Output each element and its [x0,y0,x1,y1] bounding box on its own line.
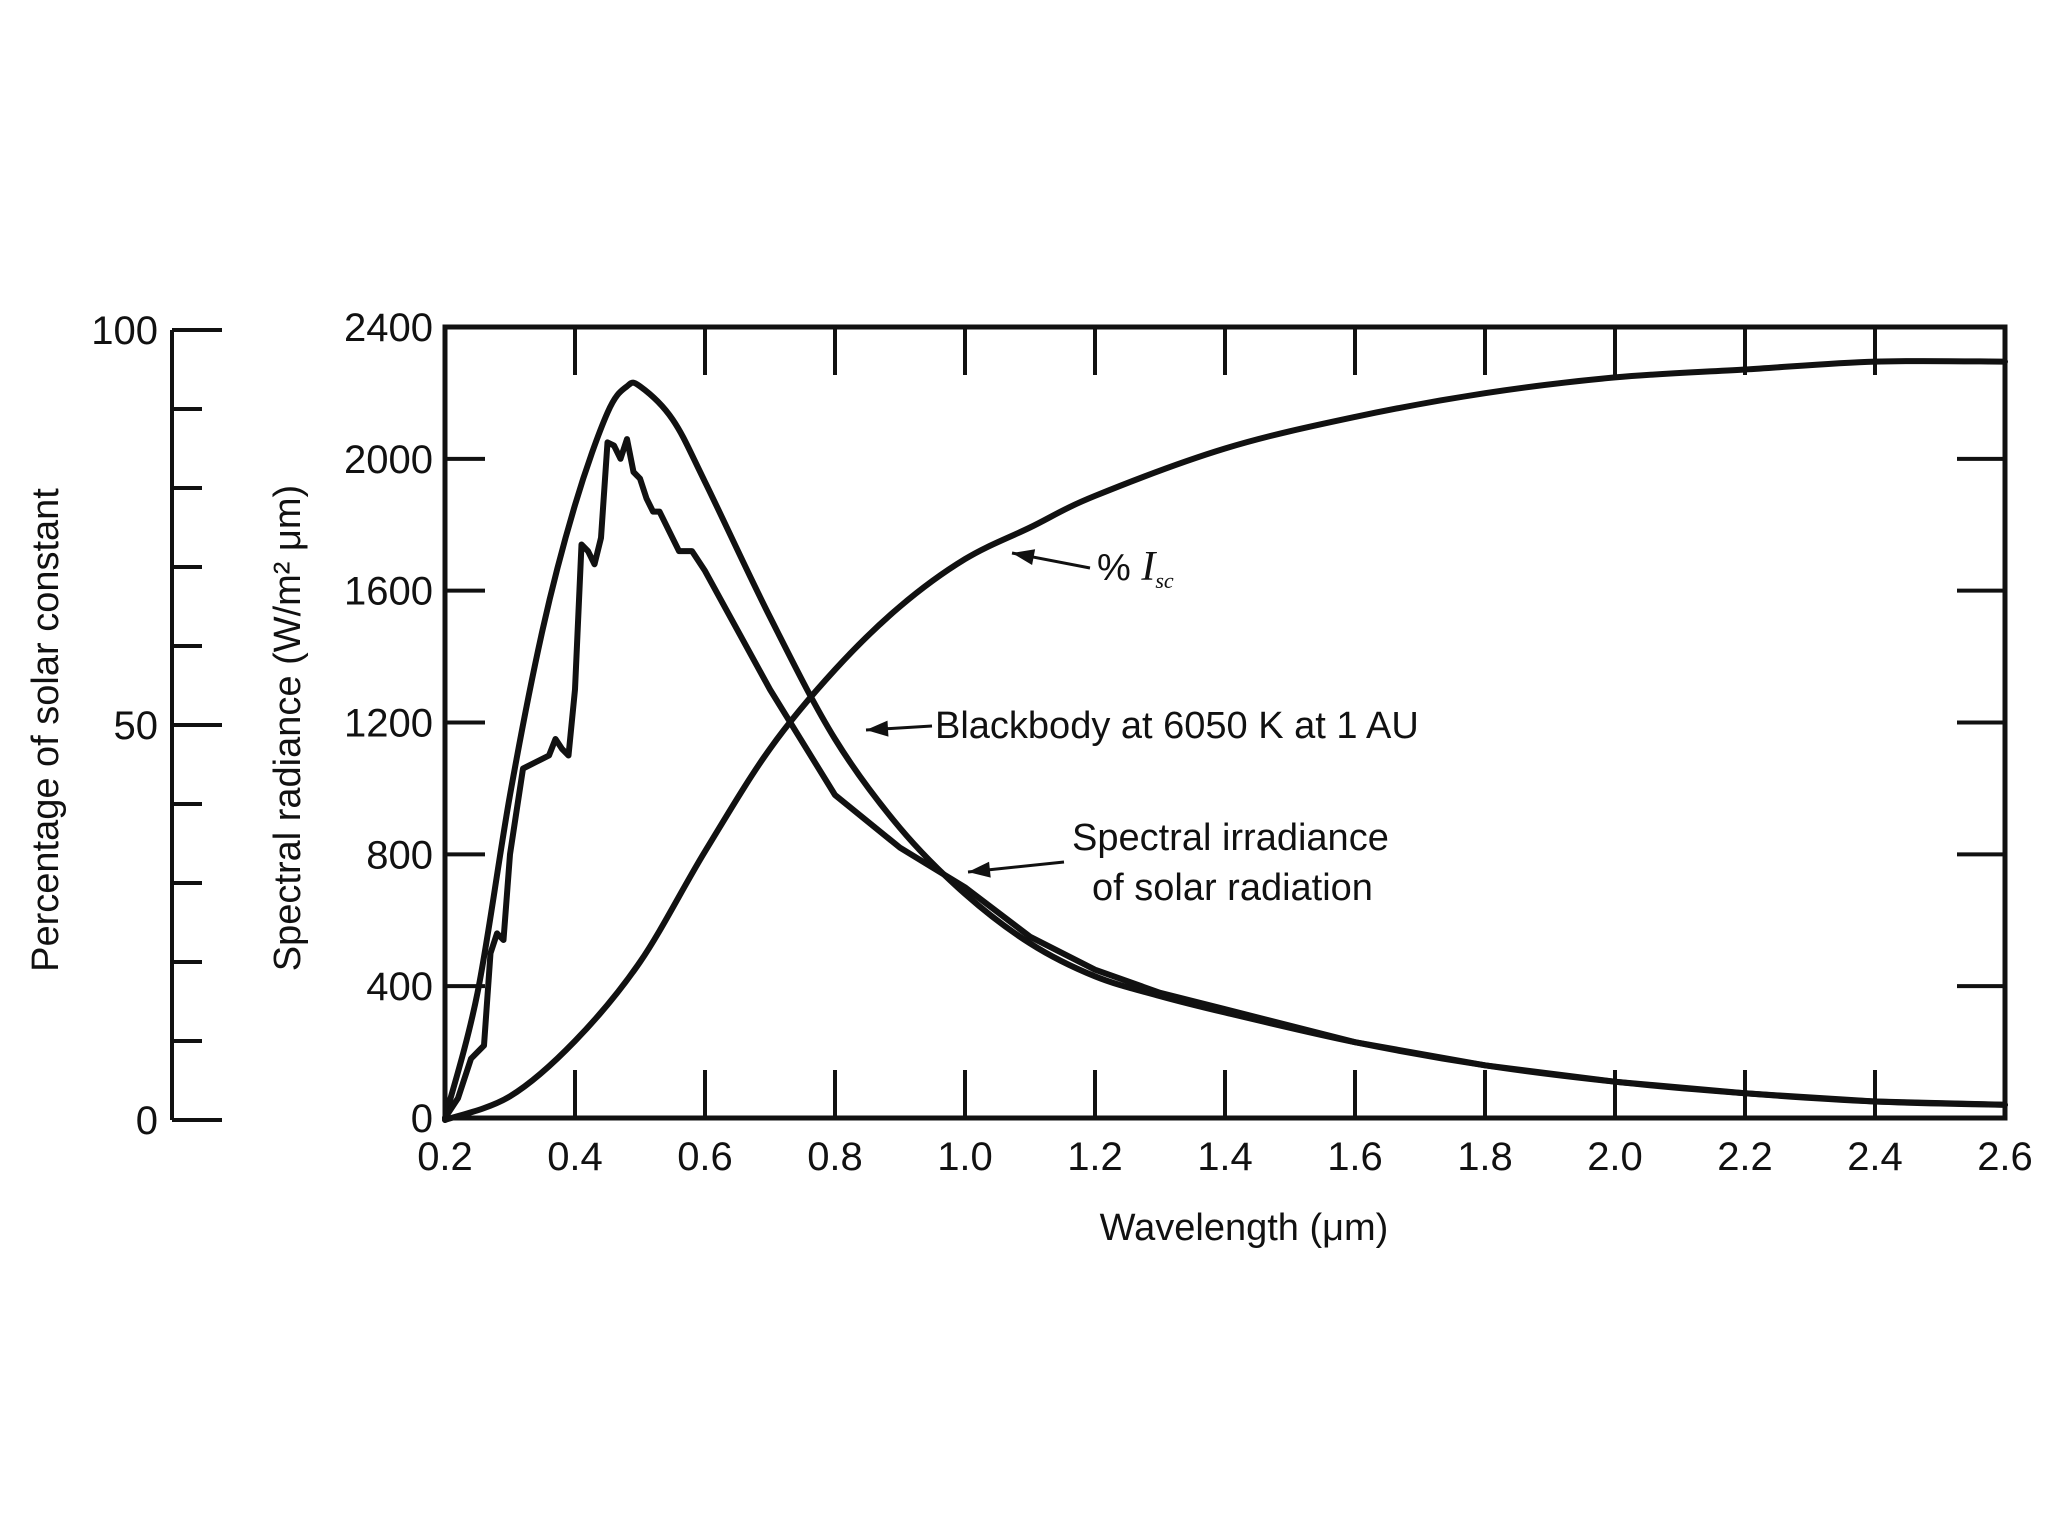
arrow-solar-irradiance-head [968,861,991,878]
x-axis-title: Wavelength (μm) [1100,1207,1389,1249]
x-tick-label: 0.2 [417,1135,473,1179]
annotation-blackbody: Blackbody at 6050 K at 1 AU [935,705,1419,747]
secondary-tick-label: 100 [91,309,158,353]
y-tick-label: 800 [366,833,433,877]
y-tick-label: 1600 [344,570,433,614]
annotation-solar-irradiance-line2: of solar radiation [1092,867,1373,909]
y-tick-label: 0 [411,1097,433,1141]
secondary-tick-label: 0 [136,1099,158,1143]
x-tick-label: 2.6 [1977,1135,2033,1179]
y-axis-title: Spectral radiance (W/m² μm) [267,485,309,971]
series-lines [442,358,2008,1123]
annotation-percent-isc: % Isc [1097,544,1174,593]
x-tick-label: 1.4 [1197,1135,1253,1179]
x-tick-label: 1.0 [937,1135,993,1179]
y-tick-label: 2400 [344,306,433,350]
x-tick-label: 2.2 [1717,1135,1773,1179]
series-line-solar-irradiance [442,436,2008,1121]
y-tick-label: 1200 [344,702,433,746]
annotation-solar-irradiance-line1: Spectral irradiance [1072,817,1389,859]
annotations: % Isc Blackbody at 6050 K at 1 AU Spectr… [865,544,1419,909]
tick-labels: 0.2 0.4 0.6 0.8 1.0 1.2 1.4 1.6 1.8 2.0 2.2 2.4 2.6 0… [344,306,2033,1179]
annotation-percent-isc-prefix: % [1097,547,1141,589]
series-line-percent-isc [442,358,2008,1123]
x-tick-label: 2.0 [1587,1135,1643,1179]
axis-titles: Wavelength (μm) Spectral radiance (W/m² … [25,485,1388,1249]
x-tick-label: 1.2 [1067,1135,1123,1179]
x-tick-label: 1.8 [1457,1135,1513,1179]
annotation-percent-isc-symbol: I [1140,544,1157,590]
x-tick-label: 2.4 [1847,1135,1903,1179]
y-tick-label: 2000 [344,438,433,482]
arrow-blackbody-head [866,720,889,737]
secondary-y-axis-title: Percentage of solar constant [25,488,67,972]
x-tick-label: 1.6 [1327,1135,1383,1179]
x-tick-label: 0.8 [807,1135,863,1179]
annotation-percent-isc-subscript: sc [1155,568,1174,593]
y-tick-label: 400 [366,965,433,1009]
x-tick-label: 0.4 [547,1135,603,1179]
secondary-y-axis: 0 50 100 [91,309,222,1143]
secondary-tick-label: 50 [114,704,159,748]
x-tick-label: 0.6 [677,1135,733,1179]
arrow-percent-isc-head [1012,549,1036,566]
